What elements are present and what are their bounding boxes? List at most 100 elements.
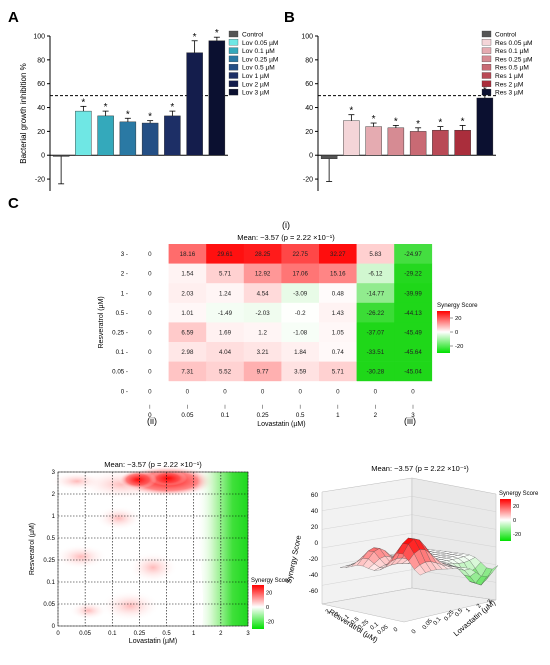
heatmap-cell: [319, 283, 357, 304]
heatmap-cell-value: -3.09: [293, 290, 308, 297]
bar: [409, 131, 427, 156]
legend-swatch: [481, 47, 492, 54]
y-tick-label: 0: [393, 626, 400, 633]
heatmap-cell-value: 3.21: [257, 349, 270, 356]
legend-entry: Control: [495, 32, 517, 39]
surface-face: [486, 565, 499, 580]
heatmap-cell-value: 0: [261, 388, 265, 395]
heatmap-cell-value: 0: [148, 369, 152, 376]
significance-star: *: [170, 102, 174, 113]
surface-back-wall: [321, 477, 413, 605]
y-tick-label: 1: [52, 514, 56, 520]
heatmap-cell: [131, 302, 169, 323]
y-tick-label: 0.5 -: [116, 310, 128, 317]
x-tick-label: 1: [465, 607, 472, 614]
legend-swatch: [481, 88, 492, 96]
legend-swatch: [228, 72, 239, 79]
heatmap-cell: [206, 381, 245, 402]
heatmap-cell-value: 28.25: [255, 251, 271, 258]
heatmap-cell-value: 0: [374, 388, 378, 395]
heatmap-cell-value: 6.59: [181, 330, 194, 337]
significance-star: *: [215, 28, 219, 39]
y-tick-label: 3 -: [121, 251, 128, 258]
legend-swatch: [228, 64, 239, 71]
heatmap-cell: [281, 263, 320, 284]
heatmap-cell-value: 7.31: [181, 369, 194, 376]
y-tick-label: 0.25 -: [112, 330, 128, 337]
y-tick-label: 0.1 -: [116, 349, 128, 356]
heatmap-cell-value: 5.71: [219, 271, 232, 278]
x-tick-label: 3: [246, 631, 250, 637]
y-tick-label: 80: [37, 57, 45, 64]
contour-blob: [149, 470, 188, 486]
x-tick-label: 0.5: [454, 607, 464, 618]
significance-star: *: [104, 102, 108, 113]
heatmap-cell-value: 5.52: [219, 369, 232, 376]
y-tick-label: 20: [37, 129, 45, 136]
y-axis-label: Resveratrol (µM): [29, 523, 36, 575]
heatmap-cell: [206, 322, 245, 343]
heatmap-cell: [206, 244, 245, 264]
heatmap-title: Mean: −3.57 (p = 2.22 ×10⁻¹): [237, 233, 335, 242]
x-tick-label: 0.05: [181, 412, 194, 419]
heatmap-cell-value: 0: [148, 310, 152, 317]
heatmap-cell: [394, 244, 433, 264]
synergy-contour-map: Mean: −3.57 (p = 2.22 ×10⁻¹) 0 0.05 0.1 0.25…: [29, 460, 291, 645]
y-tick-label: 2 -: [121, 271, 128, 278]
heatmap-cell: [168, 381, 207, 402]
heatmap-cell: [243, 361, 282, 382]
colorbar-tick-label: 20: [266, 590, 272, 596]
panel-label-iii: (iii): [404, 416, 416, 426]
x-tick-label: 1: [192, 631, 196, 637]
significance-star: *: [81, 97, 85, 108]
legend-swatch: [228, 55, 239, 63]
x-axis-label: Lovastatin (µM): [129, 638, 177, 645]
significance-star: *: [416, 119, 420, 130]
y-tick-label: 60: [305, 81, 313, 88]
significance-star: *: [372, 114, 376, 125]
heatmap-cell: [243, 381, 282, 402]
y-tick-label: 0: [309, 153, 313, 160]
x-tick-label: 2: [374, 412, 378, 419]
heatmap-cell-value: 22.75: [292, 251, 308, 258]
legend-entry: Res 3 µM: [495, 90, 523, 97]
heatmap-cell-value: 2.98: [181, 349, 194, 356]
heatmap-cell-value: 18.16: [180, 251, 196, 258]
heatmap-cell-value: 0: [336, 388, 340, 395]
heatmap-cell-value: 2.03: [181, 290, 194, 297]
heatmap-cell: [281, 244, 320, 264]
heatmap-cell-value: 4.04: [219, 349, 232, 356]
colorbar-tick-label: -20: [266, 620, 274, 626]
heatmap-cell: [281, 283, 320, 304]
heatmap-cell: [206, 342, 245, 362]
heatmap-cell: [319, 302, 357, 323]
heatmap-cell-value: 0: [298, 388, 302, 395]
heatmap-cell: [394, 361, 433, 382]
heatmap-cell-value: -24.97: [404, 251, 422, 258]
wall-grid-line: [411, 532, 497, 548]
y-tick-label: 0: [52, 624, 56, 630]
heatmap-cell-value: -39.99: [404, 290, 422, 297]
heatmap-cell: [243, 283, 282, 304]
heatmap-cell: [243, 244, 282, 264]
heatmap-cell: [243, 263, 282, 284]
legend-swatch: [228, 80, 239, 87]
heatmap-cell: [319, 381, 357, 402]
wall-grid-line: [321, 514, 413, 530]
x-tick-label: 0: [411, 628, 418, 635]
heatmap-cell: [131, 361, 169, 382]
bar: [75, 110, 92, 156]
y-tick-label: 2: [335, 611, 342, 618]
heatmap-cell: [356, 361, 395, 382]
x-tick-label: 3: [411, 412, 415, 419]
heatmap-cell: [356, 302, 395, 323]
heatmap-cell: [206, 283, 245, 304]
bar: [343, 120, 360, 156]
bar: [52, 155, 70, 157]
z-tick-label: -20: [309, 556, 319, 563]
wall-grid-line: [411, 496, 497, 512]
heatmap-cell-value: 0: [223, 388, 227, 395]
heatmap-cell-value: -45.04: [404, 369, 422, 376]
x-tick-label: 0: [148, 412, 152, 419]
